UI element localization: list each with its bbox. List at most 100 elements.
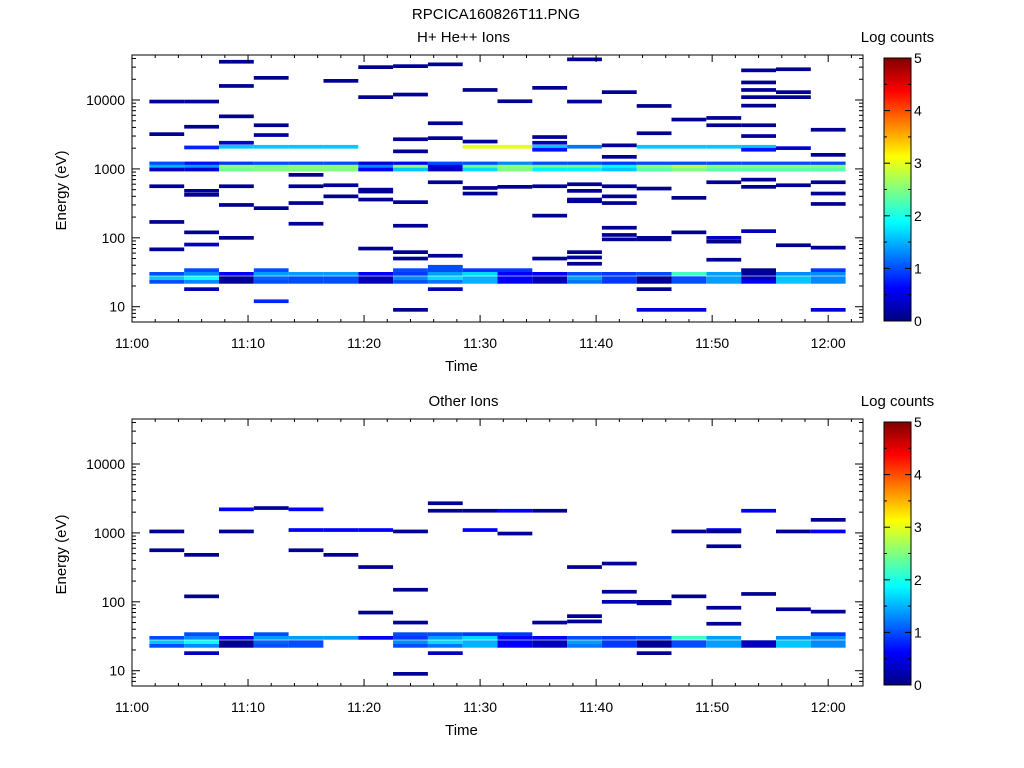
colorbar-tick-label: 5 (914, 50, 922, 66)
heatmap-cell (288, 173, 324, 177)
heatmap-cell (810, 202, 846, 206)
heatmap-cell (532, 167, 568, 172)
heatmap-cell (149, 276, 185, 280)
heatmap-cell (219, 276, 254, 280)
heatmap-cell (706, 644, 742, 648)
heatmap-cell (358, 164, 394, 169)
heatmap-cell (149, 220, 185, 224)
heatmap-cell (219, 280, 254, 284)
heatmap-cell (462, 167, 498, 172)
heatmap-cell (810, 272, 846, 276)
heatmap-cell (149, 161, 185, 166)
heatmap-cell (323, 144, 359, 149)
heatmap-cell (184, 242, 219, 247)
heatmap-cell (219, 84, 254, 88)
heatmap-cell (601, 167, 637, 172)
heatmap-cell (393, 200, 428, 204)
heatmap-cell (497, 276, 533, 280)
heatmap-cell (497, 144, 533, 149)
heatmap-cell (706, 180, 742, 185)
heatmap-cell (776, 644, 811, 648)
heatmap-cell (427, 62, 463, 67)
heatmap-cell (393, 644, 428, 648)
heatmap-cell (323, 194, 359, 199)
figure-title: RPCICA160826T11.PNG (412, 6, 580, 23)
heatmap-cell (288, 184, 324, 189)
y-tick-label: 10000 (86, 456, 125, 472)
heatmap-cell (323, 79, 359, 83)
heatmap-cell (567, 636, 602, 640)
heatmap-cell (462, 88, 498, 92)
heatmap-cell (427, 280, 463, 284)
heatmap-cell (427, 164, 463, 169)
heatmap-cell (184, 287, 219, 291)
heatmap-cell (636, 280, 672, 284)
heatmap-cell (741, 134, 776, 138)
heatmap-cell (427, 253, 463, 258)
heatmap-cell (741, 272, 776, 276)
heatmap-cell (462, 508, 498, 513)
heatmap-cell (497, 508, 533, 513)
heatmap-cell (567, 276, 602, 280)
heatmap-cell (741, 185, 776, 189)
heatmap-cell (393, 636, 428, 640)
heatmap-cell (497, 636, 533, 640)
heatmap-cell (393, 92, 428, 97)
heatmap-cell (810, 609, 846, 614)
heatmap-cell (358, 272, 394, 276)
heatmap-cell (427, 161, 463, 166)
heatmap-cell (427, 167, 463, 172)
y-tick-label: 100 (102, 230, 126, 246)
heatmap-cell (323, 167, 359, 172)
heatmap-cell (323, 161, 359, 166)
heatmap-cell (601, 164, 637, 169)
heatmap-cell (184, 161, 219, 166)
heatmap-cell (288, 161, 324, 166)
colorbar (883, 57, 912, 322)
heatmap-cell (532, 184, 568, 189)
heatmap-cell (219, 529, 254, 534)
heatmap-cell (601, 237, 637, 242)
heatmap-cell (636, 161, 672, 166)
heatmap-cell (776, 183, 811, 188)
heatmap-cell (706, 276, 742, 280)
heatmap-cell (741, 123, 776, 128)
heatmap-cell (671, 529, 707, 534)
heatmap-cell (427, 644, 463, 648)
heatmap-cell (776, 280, 811, 284)
y-tick-label: 10 (109, 663, 125, 679)
heatmap-cell (393, 276, 428, 280)
heatmap-cell (253, 167, 289, 172)
heatmap-cell (288, 507, 324, 512)
heatmap-cell (497, 268, 533, 272)
heatmap-cell (567, 57, 602, 62)
heatmap-cell (253, 632, 289, 636)
heatmap-cell (219, 203, 254, 207)
heatmap-cell (462, 640, 498, 644)
heatmap-cell (393, 272, 428, 276)
heatmap-cell (741, 508, 776, 513)
heatmap-cell (253, 268, 289, 272)
x-tick-label: 11:40 (579, 699, 613, 715)
heatmap-cell (149, 644, 185, 648)
heatmap-cell (393, 640, 428, 644)
heatmap-cell (741, 164, 776, 169)
heatmap-cell (462, 164, 498, 169)
heatmap-cell (671, 117, 707, 122)
heatmap-cell (532, 147, 568, 152)
heatmap-cell (149, 99, 185, 104)
heatmap-cell (776, 161, 811, 166)
x-tick-label: 12:00 (811, 335, 846, 351)
heatmap-cell (810, 276, 846, 280)
heatmap-cell (741, 80, 776, 85)
heatmap-cell (184, 640, 219, 644)
panel-other-ions: 11:00 11:10 11:20 11:30 11:40 11:50 12:0010100… (53, 393, 934, 739)
heatmap-cell (184, 145, 219, 150)
heatmap-cell (706, 272, 742, 276)
heatmap-cell (149, 247, 185, 252)
heatmap-cell (253, 644, 289, 648)
heatmap-cell (810, 280, 846, 284)
heatmap-cell (741, 177, 776, 182)
heatmap-cell (219, 161, 254, 166)
x-tick-label: 11:00 (115, 335, 149, 351)
